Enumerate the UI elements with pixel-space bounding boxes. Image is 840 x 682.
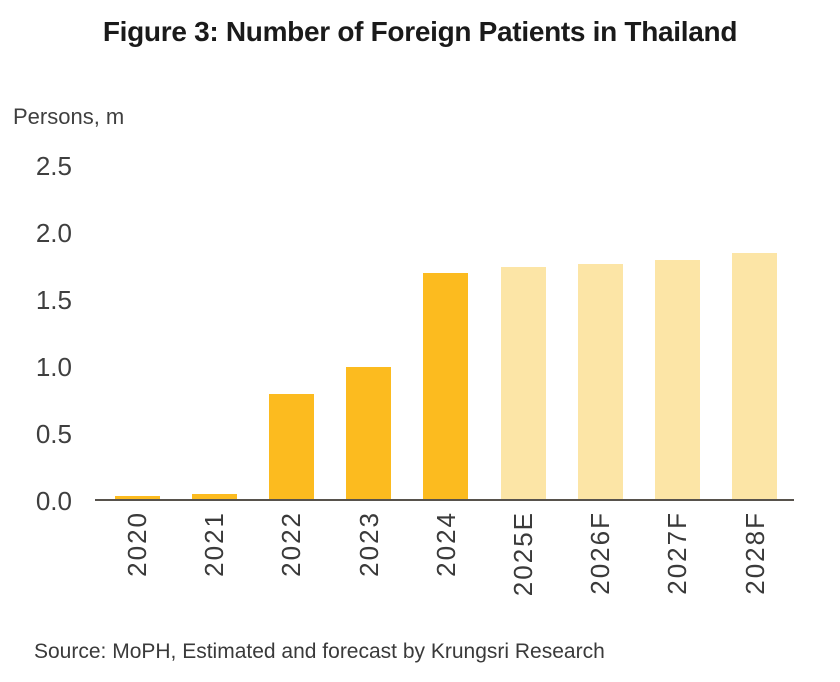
bar-2027F bbox=[654, 259, 700, 501]
x-tick-label-2026F: 2026F bbox=[585, 511, 616, 595]
x-tick-label-2028F: 2028F bbox=[739, 511, 770, 595]
x-axis-line bbox=[95, 499, 794, 501]
bar-2026F bbox=[577, 263, 623, 501]
y-tick-label: 1.5 bbox=[35, 285, 72, 315]
x-tick-label-2025E: 2025E bbox=[508, 511, 538, 597]
bar-2022 bbox=[268, 393, 314, 501]
source-note: Source: MoPH, Estimated and forecast by … bbox=[34, 640, 605, 663]
bar-chart-plot-area bbox=[95, 166, 794, 501]
bar-2023 bbox=[346, 367, 392, 501]
bar-2024 bbox=[423, 273, 469, 501]
bar-2020 bbox=[114, 495, 160, 501]
x-tick-label-2020: 2020 bbox=[122, 511, 152, 577]
chart-title: Figure 3: Number of Foreign Patients in … bbox=[102, 16, 738, 47]
x-tick-label-2023: 2023 bbox=[353, 511, 384, 577]
y-tick-label: 1.0 bbox=[35, 352, 72, 382]
bar-2028F bbox=[732, 253, 778, 501]
x-tick-label-2027F: 2027F bbox=[662, 511, 693, 595]
x-tick-label-2024: 2024 bbox=[430, 511, 461, 577]
y-axis-unit-label: Persons, m bbox=[13, 104, 125, 129]
x-tick-label-2021: 2021 bbox=[199, 511, 230, 577]
x-tick-label-2022: 2022 bbox=[276, 511, 307, 577]
y-tick-label: 0.5 bbox=[35, 419, 72, 449]
y-tick-label: 0.0 bbox=[35, 486, 72, 516]
bar-2021 bbox=[191, 494, 237, 501]
y-tick-label: 2.0 bbox=[35, 218, 72, 248]
y-tick-label: 2.5 bbox=[35, 151, 72, 181]
bar-2025E bbox=[500, 266, 546, 501]
